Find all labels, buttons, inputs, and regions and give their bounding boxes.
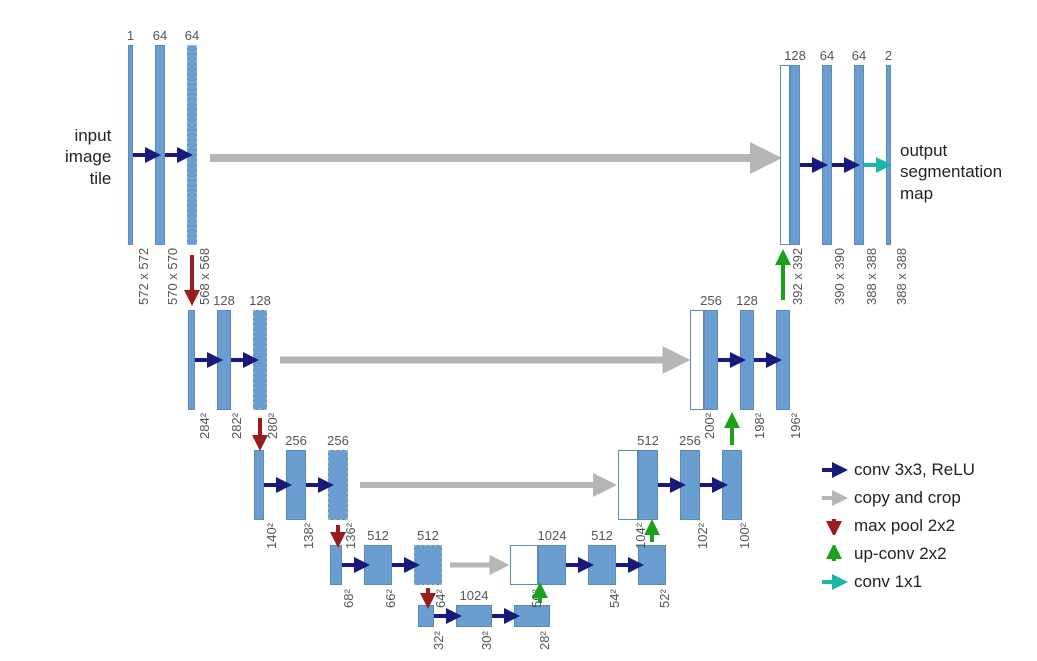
channel-label: 64 bbox=[185, 28, 199, 43]
channel-label: 128 bbox=[784, 48, 806, 63]
arrow-conv bbox=[739, 345, 791, 375]
legend-upconv: up-conv 2x2 bbox=[820, 544, 947, 564]
arrow-copy bbox=[345, 470, 623, 500]
input-annotation: inputimagetile bbox=[65, 125, 111, 189]
size-label: 30² bbox=[479, 631, 494, 650]
size-label: 572 x 572 bbox=[136, 248, 151, 305]
channel-label: 256 bbox=[679, 433, 701, 448]
legend-copy: copy and crop bbox=[820, 488, 961, 508]
legend-arrow-icon bbox=[820, 545, 848, 563]
arrow-conv bbox=[551, 550, 603, 580]
arrow-conv1x1 bbox=[849, 150, 901, 180]
channel-label: 512 bbox=[367, 528, 389, 543]
channel-label: 128 bbox=[736, 293, 758, 308]
size-label: 68² bbox=[341, 589, 356, 608]
legend-label: max pool 2x2 bbox=[854, 516, 955, 536]
size-label: 390 x 390 bbox=[832, 248, 847, 305]
arrow-copy bbox=[435, 550, 517, 580]
channel-label: 256 bbox=[327, 433, 349, 448]
size-label: 200² bbox=[702, 413, 717, 439]
legend-pool: max pool 2x2 bbox=[820, 516, 955, 536]
feature-block bbox=[690, 310, 704, 410]
size-label: 388 x 388 bbox=[894, 248, 909, 305]
channel-label: 64 bbox=[852, 48, 866, 63]
feature-block bbox=[618, 450, 638, 520]
arrow-pool bbox=[245, 403, 275, 460]
arrow-upconv bbox=[768, 240, 798, 315]
arrow-conv bbox=[150, 140, 202, 170]
channel-label: 512 bbox=[591, 528, 613, 543]
arrow-pool bbox=[323, 510, 353, 557]
arrow-conv bbox=[291, 470, 343, 500]
size-label: 196² bbox=[788, 413, 803, 439]
output-annotation: outputsegmentationmap bbox=[900, 140, 1002, 204]
arrow-upconv bbox=[637, 510, 667, 557]
size-label: 54² bbox=[607, 589, 622, 608]
legend-arrow-icon bbox=[820, 461, 848, 479]
legend-arrow-icon bbox=[820, 517, 848, 535]
size-label: 102² bbox=[695, 523, 710, 549]
legend-conv: conv 3x3, ReLU bbox=[820, 460, 975, 480]
size-label: 138² bbox=[301, 523, 316, 549]
size-label: 198² bbox=[752, 413, 767, 439]
legend-label: up-conv 2x2 bbox=[854, 544, 947, 564]
legend-arrow-icon bbox=[820, 573, 848, 591]
size-label: 140² bbox=[264, 523, 279, 549]
arrow-pool bbox=[177, 240, 207, 315]
channel-label: 256 bbox=[285, 433, 307, 448]
legend-label: conv 1x1 bbox=[854, 572, 922, 592]
unet-architecture-diagram: 1572 x 57264570 x 57064568 x 568284²1282… bbox=[0, 0, 1037, 661]
size-label: 282² bbox=[229, 413, 244, 439]
size-label: 52² bbox=[657, 589, 672, 608]
size-label: 66² bbox=[383, 589, 398, 608]
arrow-conv bbox=[216, 345, 268, 375]
arrow-copy bbox=[195, 143, 785, 173]
size-label: 284² bbox=[197, 413, 212, 439]
channel-label: 2 bbox=[885, 48, 892, 63]
size-label: 100² bbox=[737, 523, 752, 549]
size-label: 28² bbox=[537, 631, 552, 650]
size-label: 388 x 388 bbox=[864, 248, 879, 305]
channel-label: 256 bbox=[700, 293, 722, 308]
legend-label: copy and crop bbox=[854, 488, 961, 508]
channel-label: 64 bbox=[820, 48, 834, 63]
channel-label: 128 bbox=[213, 293, 235, 308]
channel-label: 512 bbox=[417, 528, 439, 543]
channel-label: 64 bbox=[153, 28, 167, 43]
arrow-copy bbox=[265, 345, 695, 375]
arrow-pool bbox=[413, 573, 443, 618]
channel-label: 128 bbox=[249, 293, 271, 308]
size-label: 32² bbox=[431, 631, 446, 650]
legend-label: conv 3x3, ReLU bbox=[854, 460, 975, 480]
channel-label: 1 bbox=[127, 28, 134, 43]
arrow-upconv bbox=[717, 403, 747, 460]
legend-arrow-icon bbox=[820, 489, 848, 507]
arrow-conv bbox=[685, 470, 737, 500]
channel-label: 1024 bbox=[538, 528, 567, 543]
channel-label: 512 bbox=[637, 433, 659, 448]
arrow-conv bbox=[477, 601, 529, 631]
legend-conv1x1: conv 1x1 bbox=[820, 572, 922, 592]
arrow-upconv bbox=[525, 573, 555, 618]
